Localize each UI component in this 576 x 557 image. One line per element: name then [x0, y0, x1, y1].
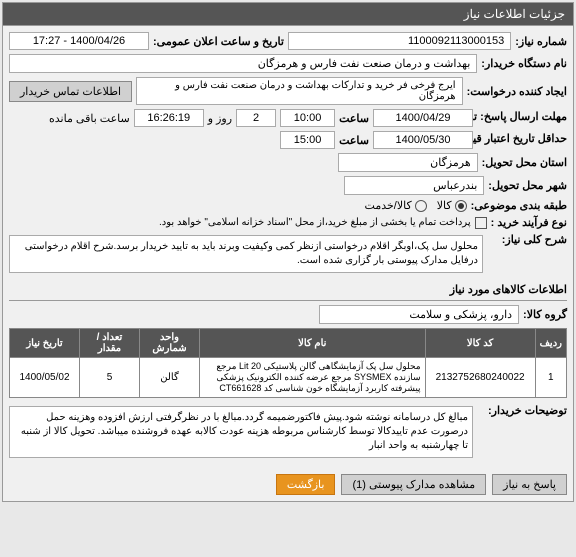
- days-and-label: روز و: [208, 112, 232, 125]
- need-no-label: شماره نیاز:: [515, 35, 567, 48]
- attachments-button[interactable]: مشاهده مدارک پیوستی (1): [341, 474, 486, 495]
- contact-buyer-button[interactable]: اطلاعات تماس خریدار: [9, 81, 132, 102]
- items-section-title: اطلاعات کالاهای مورد نیاز: [9, 279, 567, 301]
- table-header-row: ردیف کد کالا نام کالا واحد شمارش تعداد /…: [10, 329, 567, 358]
- remaining-label: ساعت باقی مانده: [49, 112, 130, 125]
- th-name: نام کالا: [200, 329, 426, 358]
- items-table: ردیف کد کالا نام کالا واحد شمارش تعداد /…: [9, 328, 567, 398]
- radio-service-circle: [415, 200, 427, 212]
- th-unit: واحد شمارش: [140, 329, 200, 358]
- time-remaining-field: 16:26:19: [134, 109, 204, 127]
- time-label-2: ساعت: [339, 134, 369, 147]
- cell-unit: گالن: [140, 358, 200, 398]
- back-button[interactable]: بازگشت: [276, 474, 336, 495]
- validity-time-field: 15:00: [280, 131, 335, 149]
- validity-label: حداقل تاریخ اعتبار قیمت تا تاریخ:: [477, 132, 567, 147]
- category-radio-group: کالا کالا/خدمت: [365, 199, 467, 212]
- announce-label: تاریخ و ساعت اعلان عمومی:: [153, 35, 284, 48]
- panel-title: جزئیات اطلاعات نیاز: [3, 3, 573, 26]
- days-remaining-field: 2: [236, 109, 276, 127]
- buyer-notes-text: مبالغ کل درسامانه نوشته شود.پیش فاکتورضم…: [9, 406, 473, 458]
- group-label: گروه کالا:: [523, 308, 567, 321]
- table-row: 1 2132752680240022 محلول سل پک آزمایشگاه…: [10, 358, 567, 398]
- need-no-field: 1100092113000153: [288, 32, 511, 50]
- announce-field: 1400/04/26 - 17:27: [9, 32, 149, 50]
- city-field: بندرعباس: [344, 176, 484, 195]
- cell-index: 1: [535, 358, 566, 398]
- cell-qty: 5: [80, 358, 140, 398]
- province-label: استان محل تحویل:: [482, 156, 567, 169]
- creator-field: ایرج فرخی فر خرید و تدارکات بهداشت و درم…: [136, 77, 463, 105]
- th-date: تاریخ نیاز: [10, 329, 80, 358]
- th-index: ردیف: [535, 329, 566, 358]
- process-note: پرداخت تمام یا بخشی از مبلغ خرید،از محل …: [159, 217, 471, 228]
- process-checkbox[interactable]: [475, 217, 487, 229]
- reply-button[interactable]: پاسخ به نیاز: [492, 474, 567, 495]
- radio-goods-circle: [455, 200, 467, 212]
- radio-goods-label: کالا: [437, 199, 452, 212]
- footer-buttons: پاسخ به نیاز مشاهده مدارک پیوستی (1) باز…: [3, 468, 573, 501]
- radio-goods[interactable]: کالا: [437, 199, 467, 212]
- group-field: دارو، پزشکی و سلامت: [319, 305, 519, 324]
- desc-text: محلول سل پک،اوبگر اقلام درخواستی ازنظر ک…: [9, 235, 483, 273]
- time-label-1: ساعت: [339, 112, 369, 125]
- radio-service-label: کالا/خدمت: [365, 199, 412, 212]
- deadline-label: مهلت ارسال پاسخ: تا تاریخ:: [477, 110, 567, 125]
- cell-name: محلول سل پک آزمایشگاهی گالن پلاستیکی 20 …: [200, 358, 426, 398]
- cell-date: 1400/05/02: [10, 358, 80, 398]
- city-label: شهر محل تحویل:: [488, 179, 567, 192]
- deadline-date-field: 1400/04/29: [373, 109, 473, 127]
- creator-label: ایجاد کننده درخواست:: [467, 85, 567, 98]
- panel-body: شماره نیاز: 1100092113000153 تاریخ و ساع…: [3, 26, 573, 468]
- org-field: بهداشت و درمان صنعت نفت فارس و هرمزگان: [9, 54, 477, 73]
- th-code: کد کالا: [425, 329, 535, 358]
- province-field: هرمزگان: [338, 153, 478, 172]
- buyer-notes-label: توضیحات خریدار:: [477, 404, 567, 417]
- org-label: نام دستگاه خریدار:: [481, 57, 567, 70]
- th-qty: تعداد / مقدار: [80, 329, 140, 358]
- process-label: نوع فرآیند خرید :: [491, 216, 567, 229]
- desc-title: شرح کلی نیاز:: [487, 233, 567, 246]
- deadline-time-field: 10:00: [280, 109, 335, 127]
- radio-service[interactable]: کالا/خدمت: [365, 199, 427, 212]
- cell-code: 2132752680240022: [425, 358, 535, 398]
- validity-date-field: 1400/05/30: [373, 131, 473, 149]
- category-label: طبقه بندی موضوعی:: [471, 199, 567, 212]
- need-details-panel: جزئیات اطلاعات نیاز شماره نیاز: 11000921…: [2, 2, 574, 502]
